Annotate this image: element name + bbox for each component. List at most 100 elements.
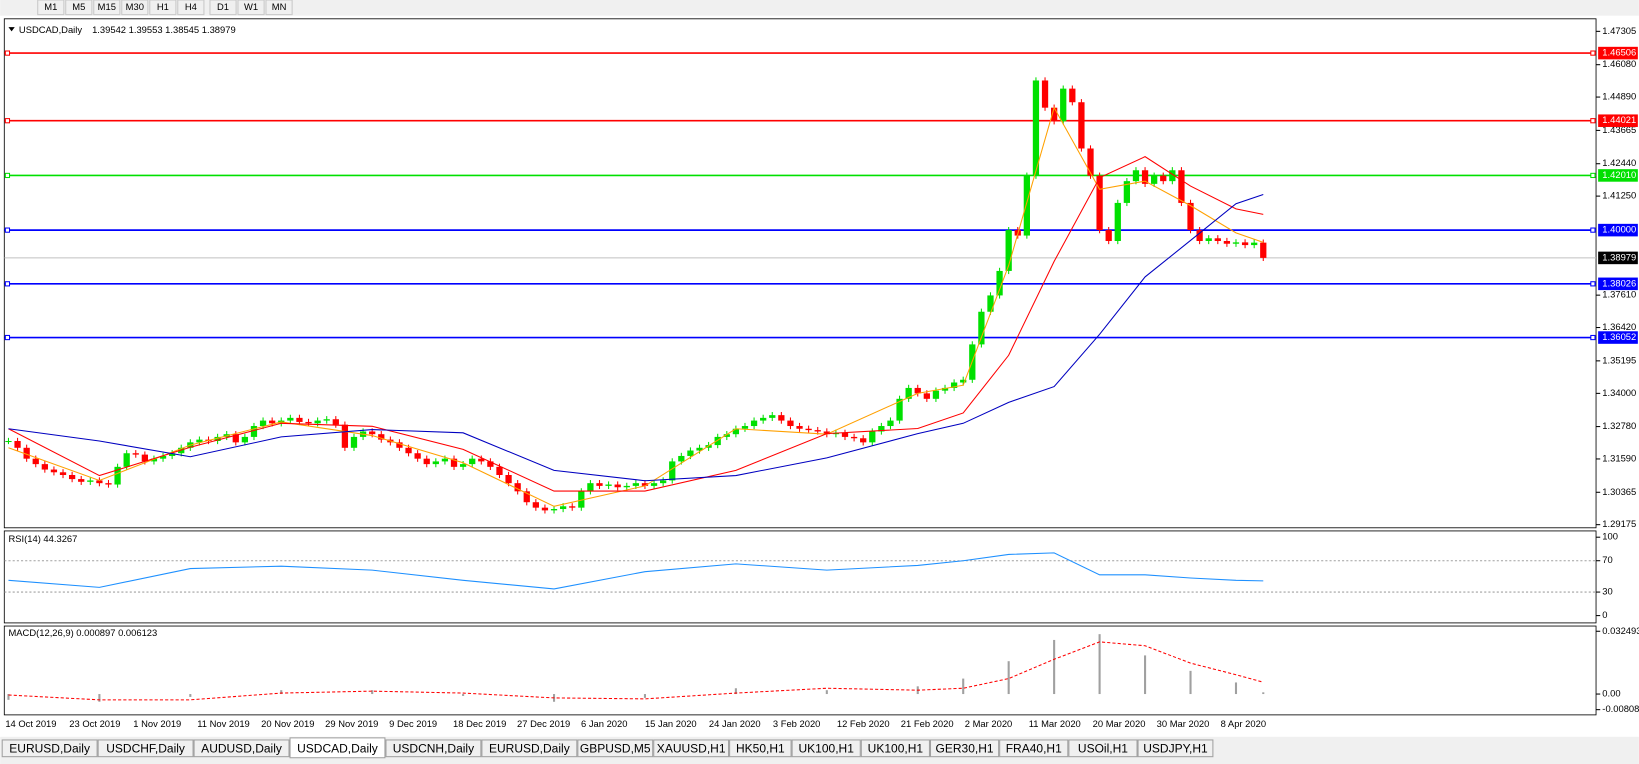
candle-body xyxy=(578,491,585,508)
tab-label: HK50,H1 xyxy=(736,742,785,756)
candle-body xyxy=(150,458,158,462)
tab-label: USDCNH,Daily xyxy=(393,742,474,756)
level-handle[interactable] xyxy=(4,50,11,56)
candle-body xyxy=(487,461,494,467)
candle-body xyxy=(941,387,949,391)
candle-body xyxy=(287,417,294,421)
tab[interactable] xyxy=(1,739,98,758)
level-label: 1.36052 xyxy=(1602,331,1636,342)
tab-label: GER30,H1 xyxy=(936,742,994,756)
candle-body xyxy=(232,434,239,443)
x-tick-label: 21 Feb 2020 xyxy=(901,718,954,729)
candle-body xyxy=(1132,170,1140,182)
level-label: 1.42010 xyxy=(1602,169,1636,180)
level-handle[interactable] xyxy=(1590,172,1596,179)
rsi-tick-label: 30 xyxy=(1602,586,1612,597)
candle-body xyxy=(123,453,130,467)
x-tick-label: 15 Jan 2020 xyxy=(645,718,697,729)
x-tick-label: 14 Oct 2019 xyxy=(5,718,56,729)
rsi-tick-label: 0 xyxy=(1602,609,1607,620)
candle-body xyxy=(1141,170,1149,184)
y-tick-label: 1.31590 xyxy=(1602,452,1636,463)
level-handle[interactable] xyxy=(1590,50,1596,56)
x-tick-label: 20 Nov 2019 xyxy=(261,718,314,729)
candle-body xyxy=(978,311,985,345)
level-handle[interactable] xyxy=(4,118,11,124)
timeframe-button[interactable] xyxy=(209,0,237,16)
candle-body xyxy=(296,417,303,422)
candle-body xyxy=(823,431,830,435)
timeframe-button[interactable] xyxy=(65,0,93,16)
tab[interactable] xyxy=(791,739,861,758)
candle-body xyxy=(1105,230,1112,242)
tab[interactable] xyxy=(1068,739,1138,758)
timeframe-button[interactable] xyxy=(265,0,293,16)
tab[interactable] xyxy=(385,739,482,758)
candle-body xyxy=(87,480,94,482)
level-handle[interactable] xyxy=(4,172,11,179)
candle-body xyxy=(805,428,812,431)
level-box xyxy=(1598,223,1638,237)
candle-body xyxy=(1214,238,1221,242)
timeframe-button[interactable] xyxy=(177,0,205,16)
timeframe-button[interactable] xyxy=(121,0,149,16)
y-tick-label: 1.36420 xyxy=(1602,321,1636,332)
tab[interactable] xyxy=(97,739,194,758)
level-label: 1.38026 xyxy=(1602,277,1636,288)
tab[interactable] xyxy=(729,739,792,758)
candle-body xyxy=(878,426,885,432)
candle-body xyxy=(1260,242,1267,258)
tab[interactable] xyxy=(481,739,578,758)
level-handle[interactable] xyxy=(1590,281,1596,287)
candle-body xyxy=(996,270,1003,296)
tab[interactable] xyxy=(577,739,654,758)
candle-body xyxy=(1060,88,1067,122)
candle-body xyxy=(796,426,803,429)
candle-body xyxy=(1087,148,1094,176)
tab[interactable] xyxy=(1137,739,1214,758)
candle-body xyxy=(905,387,912,399)
level-box xyxy=(1598,114,1638,127)
level-handle[interactable] xyxy=(1590,227,1596,233)
level-handle[interactable] xyxy=(4,281,11,287)
rsi-panel xyxy=(3,530,1597,624)
timeframe-button[interactable] xyxy=(37,0,65,16)
timeframe-button[interactable] xyxy=(237,0,265,16)
candle-body xyxy=(960,379,967,383)
level-handle[interactable] xyxy=(1590,334,1596,341)
candle-body xyxy=(450,458,458,467)
candle-body xyxy=(523,491,530,503)
x-tick-label: 27 Dec 2019 xyxy=(517,718,570,729)
timeframe-button[interactable] xyxy=(149,0,177,16)
tab[interactable] xyxy=(653,739,730,758)
timeframe-button[interactable] xyxy=(93,0,121,16)
x-tick-label: 23 Oct 2019 xyxy=(69,718,120,729)
tab[interactable] xyxy=(929,739,1000,758)
candle-body xyxy=(1005,230,1012,271)
candle-body xyxy=(923,393,930,399)
macd-title: MACD(12,26,9) 0.000897 0.006123 xyxy=(8,627,157,638)
candle-body xyxy=(787,420,794,427)
candle-body xyxy=(741,426,749,429)
candle-body xyxy=(214,436,221,441)
timeframe-label: M15 xyxy=(98,1,116,12)
level-handle[interactable] xyxy=(4,334,11,341)
candle-body xyxy=(314,420,321,424)
candle-body xyxy=(896,398,903,421)
timeframe-label: H1 xyxy=(157,1,169,12)
tab[interactable] xyxy=(193,739,290,758)
level-handle[interactable] xyxy=(4,227,11,233)
y-tick-label: 1.32780 xyxy=(1602,420,1636,431)
chart-title: USDCAD,Daily xyxy=(19,24,82,35)
x-tick-label: 24 Jan 2020 xyxy=(709,718,761,729)
tab[interactable] xyxy=(999,739,1069,758)
tab[interactable] xyxy=(860,739,930,758)
tab[interactable] xyxy=(289,737,386,759)
level-handle[interactable] xyxy=(1590,118,1596,124)
candle-body xyxy=(532,502,539,508)
tab-label: FRA40,H1 xyxy=(1006,742,1062,756)
tab-label: USDCHF,Daily xyxy=(106,742,185,756)
candle-body xyxy=(887,420,894,427)
candle-body xyxy=(241,436,249,443)
